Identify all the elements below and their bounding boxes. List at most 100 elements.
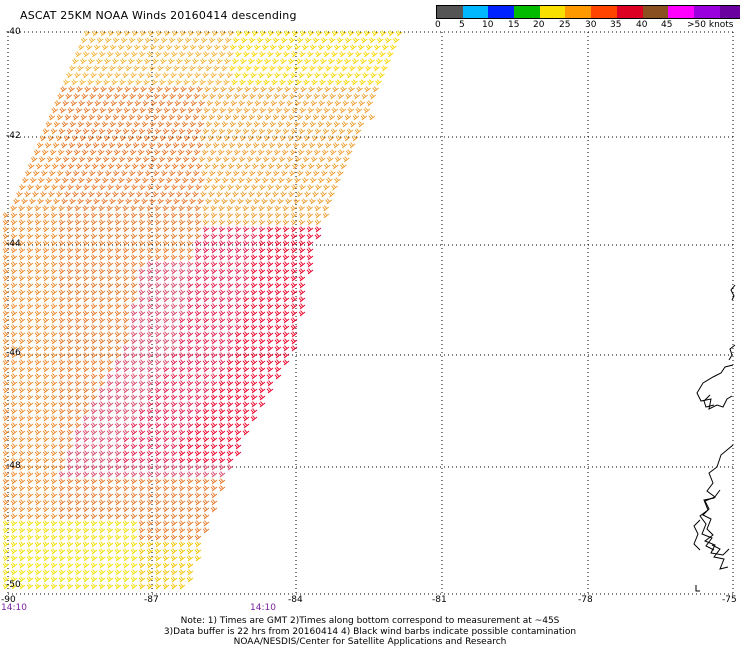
wind-barb [50,247,58,254]
wind-barb [162,499,170,506]
wind-barb [197,121,205,128]
wind-barb [183,135,191,142]
wind-barb [82,359,90,366]
wind-barb [266,317,274,324]
wind-barb [310,177,317,184]
wind-barb [34,555,42,562]
wind-barb [166,177,173,184]
wind-barb [90,506,98,513]
wind-barb [226,401,234,408]
wind-barb [106,338,114,345]
wind-barb [72,58,79,65]
wind-barb [90,450,98,457]
wind-barb [83,184,90,191]
wind-barb [162,331,170,338]
coastline [693,284,736,592]
wind-barb [26,324,34,331]
wind-barb [186,212,194,219]
wind-barb [58,324,66,331]
wind-barb [328,37,336,44]
wind-barb [130,499,138,506]
wind-barb [82,583,90,590]
wind-barb [114,576,122,583]
wind-barb [329,170,336,177]
wind-barb [178,415,186,422]
wind-barb [34,436,42,443]
wind-barb [307,163,315,170]
wind-barb [34,415,42,422]
wind-barb [114,310,122,317]
wind-barb [242,331,250,338]
wind-barb [368,37,376,44]
wind-barb [142,156,150,163]
wind-barb [42,254,50,261]
wind-barb [130,513,138,520]
wind-barb [98,345,106,352]
wind-barb [122,324,130,331]
wind-barb [327,79,334,86]
wind-barb [2,527,10,534]
wind-barb [106,380,114,387]
wind-barb [320,37,328,44]
wind-barb [138,366,146,373]
wind-barb [170,394,178,401]
wind-barb [26,485,34,492]
wind-barb [50,296,58,303]
legend-tick-label: 45 [661,20,673,30]
wind-barb [170,450,178,457]
wind-barb [26,205,33,212]
wind-barb [37,198,44,205]
wind-barb [305,93,313,100]
wind-barb [50,268,58,275]
wind-barb [232,58,239,65]
wind-barb [90,303,98,310]
wind-barb [162,219,170,226]
wind-barb [154,296,162,303]
wind-barb [49,149,57,156]
wind-barb [219,184,226,191]
wind-barb [10,303,18,310]
wind-barb [267,30,275,37]
wind-barb [124,86,131,93]
wind-barb [26,352,34,359]
wind-barb [355,30,363,37]
wind-barb [146,331,154,338]
wind-barb [155,184,162,191]
wind-barb [334,100,342,107]
note-line: 3)Data buffer is 22 hrs from 20160414 4)… [163,626,577,637]
wind-barb [50,555,58,562]
wind-barb [290,261,298,268]
wind-barb [122,506,130,513]
wind-barb [82,443,90,450]
wind-barb [50,478,58,485]
wind-barb [26,415,34,422]
wind-barb [146,492,154,499]
wind-barb [154,408,162,415]
legend-swatch [693,6,720,18]
wind-barb [274,205,281,212]
wind-barb [316,142,324,149]
wind-barb [162,534,170,541]
wind-barb [122,352,130,359]
wind-barb [226,275,234,282]
wind-barb [261,65,268,72]
wind-barb [130,275,138,282]
wind-barb [282,359,290,366]
wind-barb [290,128,298,135]
lat-label: -42 [6,131,21,141]
wind-barb [186,247,194,254]
wind-barb [162,541,170,548]
wind-barb [210,499,218,506]
wind-barb [232,191,239,198]
wind-barb [98,415,106,422]
wind-barb [162,247,170,254]
wind-barb [34,450,42,457]
wind-barb [66,499,74,506]
wind-barb [283,51,290,58]
wind-barb [350,100,358,107]
wind-barb [226,240,234,247]
wind-barb [236,142,244,149]
wind-barb [328,58,335,65]
wind-barb [266,282,274,289]
wind-barb [42,345,50,352]
